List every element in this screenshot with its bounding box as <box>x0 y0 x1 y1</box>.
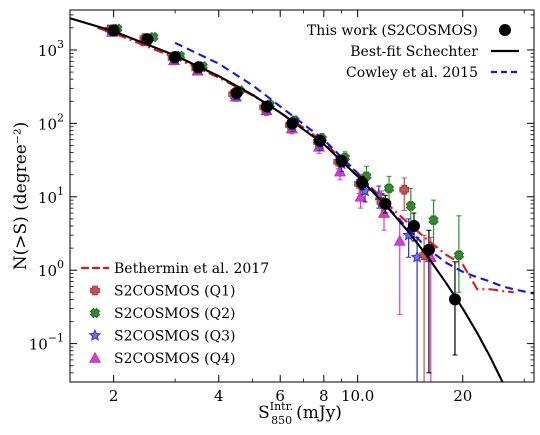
legend-swatch <box>88 351 102 363</box>
data-point <box>260 100 273 113</box>
legend-item: Cowley et al. 2015 <box>346 65 519 81</box>
legends: This work (S2COSMOS) Best-fit Schechter Co… <box>81 23 519 367</box>
legend-swatch <box>88 328 102 341</box>
x-tick-label: 8 <box>319 387 329 405</box>
data-point <box>354 190 367 202</box>
data-point <box>428 214 439 226</box>
data-series <box>70 17 534 382</box>
y-tick-label: 103 <box>38 38 64 60</box>
x-tick-label: 6 <box>275 387 285 405</box>
data-point <box>379 197 392 210</box>
legend-swatch <box>89 307 101 319</box>
legend-label: Bethermin et al. 2017 <box>114 261 269 277</box>
data-point <box>393 234 406 246</box>
series-cowley-et-al-2015 <box>174 41 534 295</box>
legend-item: S2COSMOS (Q2) <box>89 306 235 322</box>
legend-label: Best-fit Schechter <box>350 44 478 60</box>
legend-label: S2COSMOS (Q3) <box>114 329 235 345</box>
data-point <box>313 134 326 147</box>
legend-swatch <box>499 24 511 36</box>
x-axis-label: SIntr. 850 (mJy) <box>258 400 342 427</box>
series-this-work-s2cosmos <box>107 24 461 374</box>
legend-swatch <box>90 285 100 296</box>
x-tick-label: 20 <box>453 387 472 405</box>
x-tick-label: 4 <box>214 387 224 405</box>
data-point <box>422 243 435 256</box>
legend-item: S2COSMOS (Q3) <box>88 328 235 345</box>
legend-item: Best-fit Schechter <box>350 44 519 60</box>
legend-item: Bethermin et al. 2017 <box>81 261 269 277</box>
x-tick-label: 10.0 <box>341 387 374 405</box>
series-line <box>97 26 514 294</box>
legend-top-right: This work (S2COSMOS) Best-fit Schechter Co… <box>307 23 519 81</box>
series-bethermin-et-al-2017 <box>97 26 514 294</box>
legend-label: S2COSMOS (Q4) <box>114 351 235 367</box>
data-point <box>192 61 205 74</box>
data-point <box>453 250 465 261</box>
y-tick-label: 102 <box>38 111 64 133</box>
y-tick-label: 100 <box>38 258 64 280</box>
data-point <box>356 176 369 189</box>
legend-label: This work (S2COSMOS) <box>307 23 478 39</box>
data-point <box>448 293 461 306</box>
legend-item: This work (S2COSMOS) <box>307 23 511 39</box>
x-tick-label: 2 <box>109 387 119 405</box>
y-tick-label: 101 <box>38 185 64 207</box>
data-point <box>169 51 182 64</box>
data-point <box>399 184 410 195</box>
y-axis-label: N(>S) (degree⁻²) <box>11 122 31 271</box>
data-point <box>335 154 348 167</box>
plot-frame <box>69 9 535 383</box>
data-point <box>333 165 346 177</box>
data-point <box>286 117 299 130</box>
data-point <box>230 86 243 99</box>
legend-item: S2COSMOS (Q1) <box>90 284 235 300</box>
data-point <box>383 183 395 194</box>
legend-item: S2COSMOS (Q4) <box>88 351 235 367</box>
legend-bottom-left: Bethermin et al. 2017 S2COSMOS (Q1) S2COSM… <box>81 261 269 367</box>
legend-label: S2COSMOS (Q1) <box>114 284 235 300</box>
series-line <box>174 41 534 295</box>
data-point <box>405 200 417 212</box>
legend-label: Cowley et al. 2015 <box>346 65 478 81</box>
series-s2cosmos-q2 <box>112 23 465 293</box>
data-point <box>407 219 420 232</box>
axis-ticks: 2 4 6 8 10.0 20 10−1 100 101 102 103 <box>29 10 534 405</box>
data-point <box>141 33 154 46</box>
data-point <box>107 24 120 37</box>
y-tick-label: 10−1 <box>29 332 64 354</box>
legend-label: S2COSMOS (Q2) <box>114 306 235 322</box>
